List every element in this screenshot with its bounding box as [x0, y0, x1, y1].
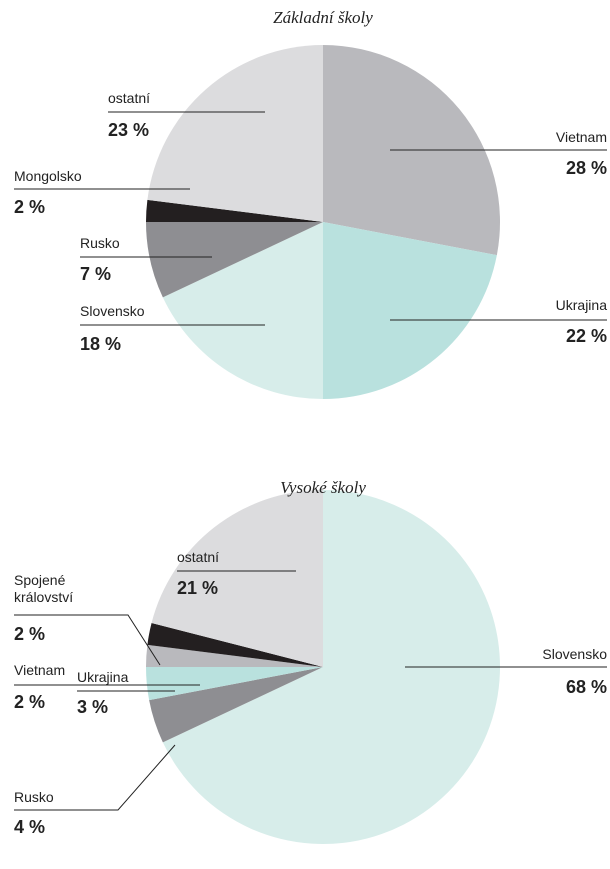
slice-label: Rusko: [14, 789, 54, 805]
pie-slice: [151, 490, 323, 667]
leader-line: [14, 744, 176, 811]
value-label: 2 %: [14, 624, 46, 644]
value-label: 68 %: [565, 677, 607, 697]
pie-slice: [146, 199, 323, 222]
slice-label: Vietnam: [555, 129, 607, 145]
value-label: 4 %: [14, 817, 46, 837]
value-label: 21 %: [177, 578, 219, 598]
slice-label: Vietnam: [14, 662, 66, 678]
chart-title: Základní školy: [273, 8, 373, 27]
value-label: 22 %: [565, 326, 607, 346]
pie-slice: [162, 490, 500, 845]
slice-label: Spojené království: [14, 572, 74, 605]
slice-label: Ukrajina: [77, 669, 129, 685]
value-label: 3 %: [77, 697, 109, 717]
slice-label: Slovensko: [80, 303, 145, 319]
value-label: 28 %: [565, 158, 607, 178]
slice-label: ostatní: [177, 549, 220, 565]
pie-slice: [149, 667, 323, 743]
value-label: 23 %: [108, 120, 150, 140]
slice-label: Ukrajina: [555, 297, 607, 313]
pie-slice: [146, 222, 323, 298]
pie-slice: [323, 222, 497, 399]
pie-slice: [146, 644, 323, 667]
pie-slice: [147, 622, 323, 667]
pie-slice: [147, 45, 323, 222]
value-label: 2 %: [14, 197, 46, 217]
pie-slice: [162, 222, 323, 399]
slice-label: Rusko: [80, 235, 120, 251]
slice-label: ostatní: [108, 90, 151, 106]
value-label: 2 %: [14, 692, 46, 712]
chart-title: Vysoké školy: [280, 478, 366, 497]
value-label: 7 %: [80, 264, 112, 284]
slice-label: Slovensko: [542, 646, 607, 662]
leader-line: [14, 614, 161, 666]
slice-label: Mongolsko: [14, 168, 82, 184]
value-label: 18 %: [80, 334, 122, 354]
pie-slice: [146, 667, 323, 701]
